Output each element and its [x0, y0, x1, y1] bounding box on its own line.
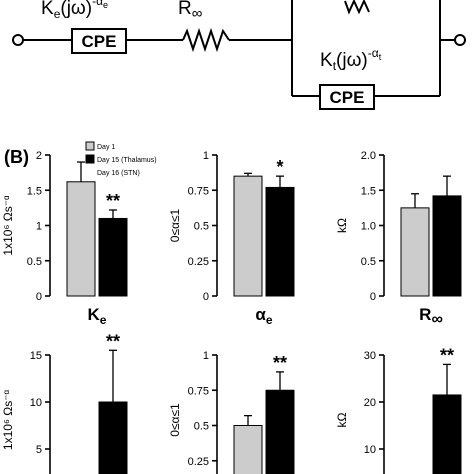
chart-panel-2: 0 0.25 0.5 0.75 1 0≤α≤1 * αe	[168, 150, 295, 327]
y-tick-label: 5	[36, 444, 42, 456]
significance-marker: *	[276, 157, 283, 177]
chart-panel-6: 10 20 30 kΩ **	[335, 345, 462, 474]
cpe-label-electrode: CPE	[82, 32, 117, 51]
legend: Day 1 Day 15 (Thalamus) Day 16 (STN)	[85, 141, 157, 177]
bar-day1	[400, 207, 430, 297]
y-axis-label: 1x10⁶ Ωs⁻ᵅ	[1, 389, 15, 450]
y-tick-label: 0	[203, 291, 209, 303]
resistor-top-partial	[344, 0, 370, 15]
bar-day15	[98, 401, 128, 474]
chart-panel-3: 0 0.5 1.0 1.5 2.0 kΩ R∞	[335, 150, 462, 328]
y-tick-label: 2.0	[361, 150, 376, 162]
kt-label: Kt(jω)-αt	[320, 46, 382, 73]
x-axis-label: Ke	[88, 305, 107, 327]
equivalent-circuit-diagram	[12, 0, 466, 110]
y-tick-label: 2	[36, 150, 42, 162]
y-tick-label: 10	[30, 397, 42, 409]
significance-marker: **	[106, 331, 120, 351]
legend-label-day15: Day 15 (Thalamus)	[97, 157, 157, 164]
left-terminal	[12, 34, 24, 46]
bar-day1	[233, 175, 263, 297]
panel-b-label: (B)	[4, 147, 29, 167]
r-infinity-label: R∞	[178, 0, 203, 22]
significance-marker: **	[273, 353, 287, 373]
y-tick-label: 0.25	[188, 256, 209, 268]
y-axis-label: 0≤α≤1	[168, 403, 182, 437]
y-tick-label: 1	[203, 350, 209, 362]
legend-label-day16: Day 16 (STN)	[97, 170, 140, 177]
y-tick-label: 1	[36, 221, 42, 233]
y-tick-label: 1.0	[361, 221, 376, 233]
y-axis-label: 0≤α≤1	[168, 208, 182, 242]
legend-swatch-day1	[85, 141, 95, 151]
bar-day15	[98, 217, 128, 297]
y-tick-label: 0.5	[361, 256, 376, 268]
bar-day15	[432, 394, 462, 474]
y-tick-label: 0	[36, 291, 42, 303]
y-tick-label: 30	[364, 350, 376, 362]
y-axis-label: kΩ	[335, 412, 349, 427]
y-tick-label: 1.5	[27, 185, 42, 197]
legend-swatch-day15	[85, 154, 95, 164]
y-tick-label: 20	[364, 397, 376, 409]
y-tick-label: 1	[203, 150, 209, 162]
y-tick-label: 1.5	[361, 185, 376, 197]
y-tick-label: 0	[370, 291, 376, 303]
chart-panel-4: 5 10 15 1x10⁶ Ωs⁻ᵅ **	[1, 331, 128, 474]
y-tick-label: 0.75	[188, 385, 209, 397]
resistor-r-infinity	[182, 27, 230, 53]
bar-day15	[265, 389, 295, 474]
y-tick-label: 0.25	[188, 456, 209, 468]
bar-day15	[432, 195, 462, 297]
right-terminal	[454, 34, 466, 46]
significance-marker: **	[440, 345, 454, 365]
bar-day1	[233, 425, 263, 474]
y-tick-label: 0.5	[194, 221, 209, 233]
x-axis-label: αe	[255, 305, 272, 327]
y-tick-label: 0.5	[27, 256, 42, 268]
y-tick-label: 0.5	[194, 421, 209, 433]
x-axis-label: R∞	[419, 305, 443, 328]
significance-marker: **	[106, 191, 120, 211]
ke-label: Ke(jω)-αe	[41, 0, 108, 21]
chart-panel-1: 0 0.5 1 1.5 2 1x10⁶ Ωs⁻ᵅ ** Ke	[1, 150, 128, 327]
bar-day15	[265, 186, 295, 297]
bar-charts: 0 0.5 1 1.5 2 1x10⁶ Ωs⁻ᵅ ** Ke 0 0.25 0.5 0.75 1 0≤α≤…	[1, 150, 462, 474]
cpe-label-tissue: CPE	[330, 88, 365, 107]
y-tick-label: 10	[364, 444, 376, 456]
y-axis-label: kΩ	[335, 218, 349, 233]
chart-panel-5: 0.25 0.5 0.75 1 0≤α≤1 **	[168, 350, 295, 474]
bar-day1	[66, 181, 96, 297]
y-tick-label: 15	[30, 350, 42, 362]
legend-label-day1: Day 1	[97, 144, 115, 151]
y-axis-label: 1x10⁶ Ωs⁻ᵅ	[1, 195, 15, 256]
y-tick-label: 0.75	[188, 185, 209, 197]
